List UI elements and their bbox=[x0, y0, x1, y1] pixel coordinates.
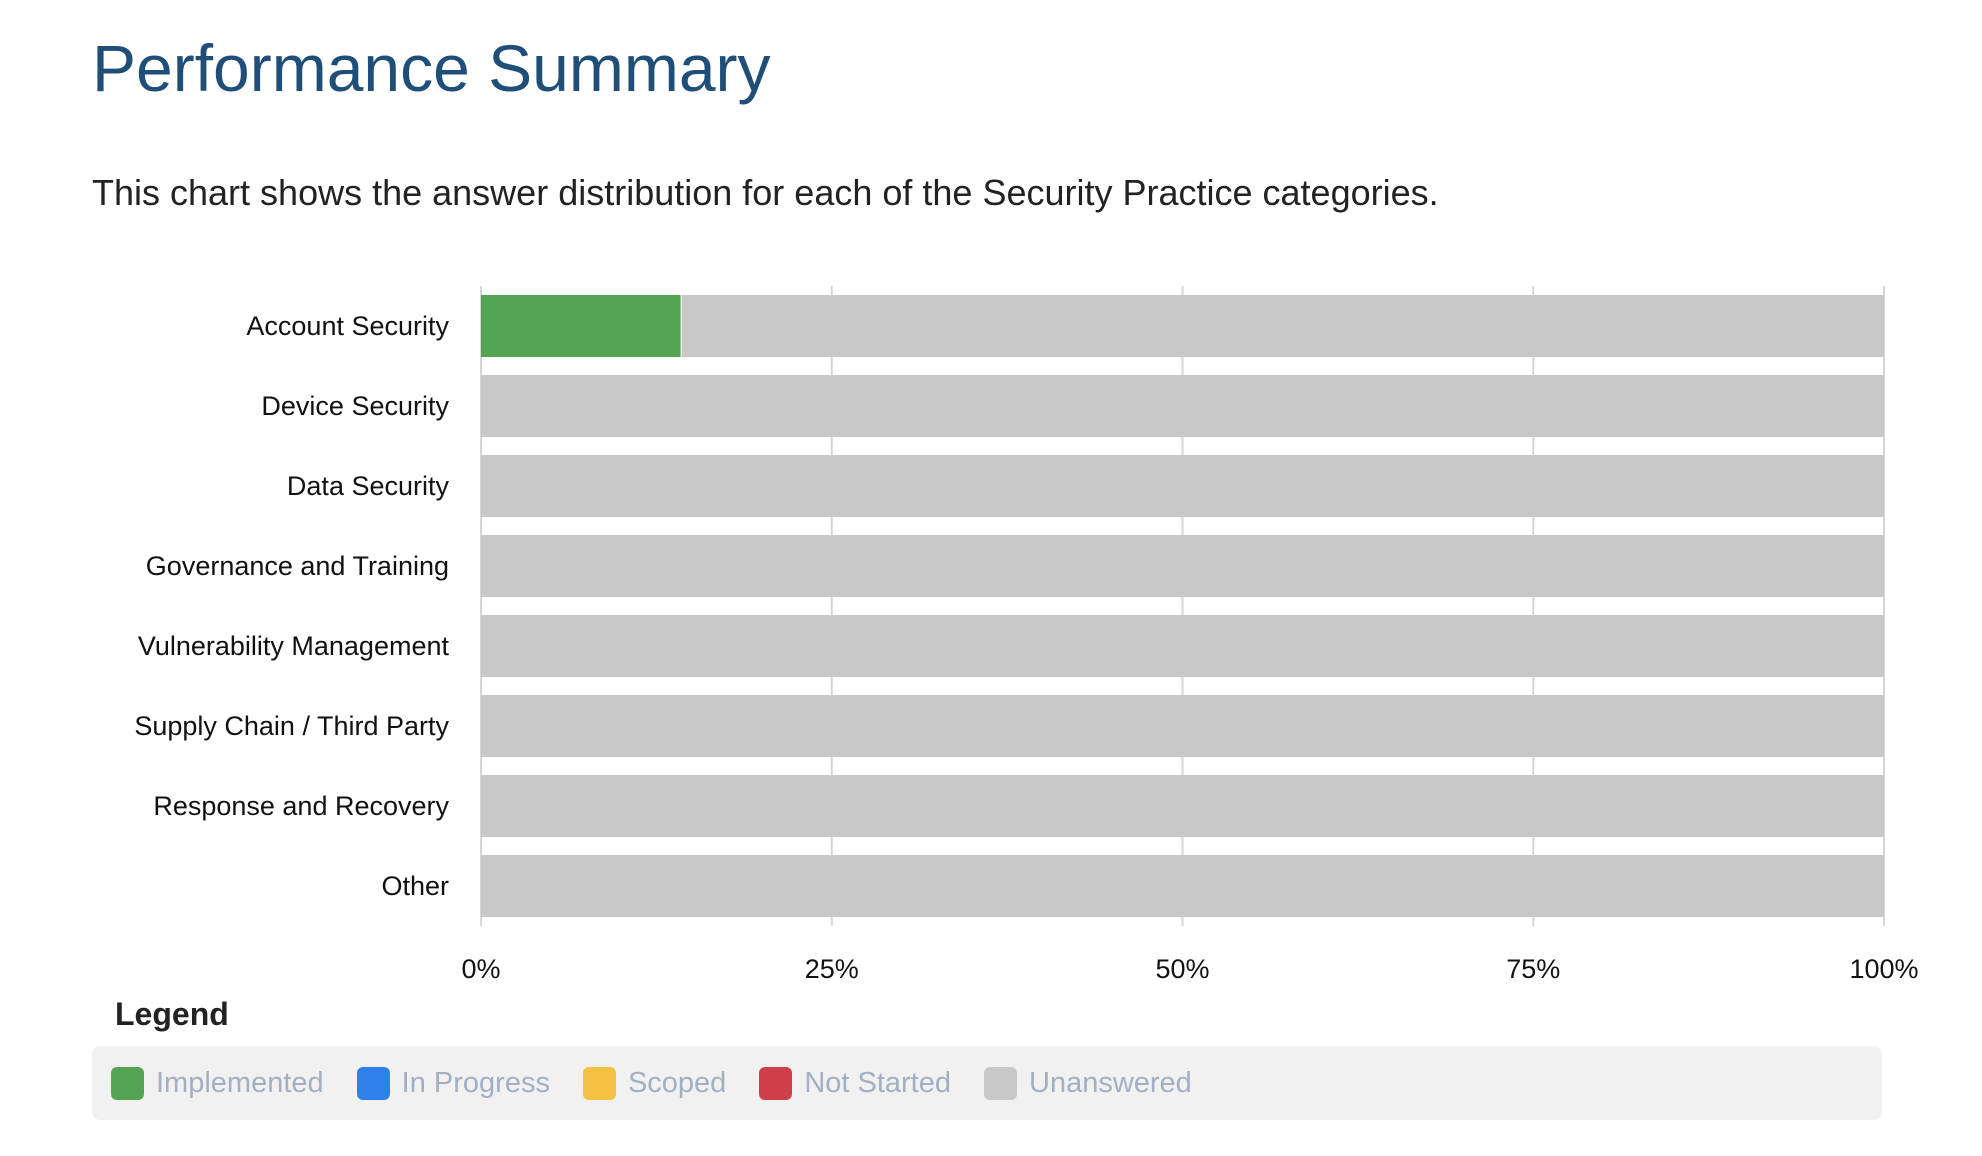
category-label: Device Security bbox=[261, 391, 449, 421]
bar-segment bbox=[481, 375, 1884, 437]
legend-swatch-unanswered bbox=[984, 1066, 1017, 1100]
bar-segment bbox=[481, 295, 682, 357]
category-label: Supply Chain / Third Party bbox=[134, 711, 449, 741]
legend-swatch-in-progress bbox=[356, 1066, 390, 1100]
legend-swatch-not-started bbox=[759, 1066, 793, 1100]
category-label: Governance and Training bbox=[146, 551, 449, 581]
legend-label: In Progress bbox=[401, 1066, 550, 1099]
legend-label: Unanswered bbox=[1029, 1066, 1192, 1099]
legend-title: Legend bbox=[115, 996, 229, 1032]
bar-segment bbox=[681, 295, 1884, 357]
legend-item-scoped[interactable]: Scoped bbox=[582, 1066, 727, 1100]
category-label: Vulnerability Management bbox=[138, 631, 450, 661]
x-tick-label: 0% bbox=[461, 954, 500, 984]
legend-label: Scoped bbox=[627, 1066, 727, 1099]
bar-segment bbox=[481, 615, 1884, 677]
bar-segment bbox=[481, 855, 1884, 917]
x-tick-label: 50% bbox=[1155, 954, 1209, 984]
legend-label: Not Started bbox=[804, 1066, 951, 1099]
legend-swatch-scoped bbox=[582, 1066, 616, 1100]
legend-item-unanswered[interactable]: Unanswered bbox=[984, 1066, 1192, 1100]
legend-item-in-progress[interactable]: In Progress bbox=[356, 1066, 550, 1100]
bar-segment bbox=[481, 535, 1884, 597]
category-label: Response and Recovery bbox=[153, 791, 449, 821]
stacked-bar-chart: 0% 25% 50% 75% 100% Account Security Device Se… bbox=[134, 286, 1919, 984]
category-label: Other bbox=[381, 871, 449, 901]
category-label: Account Security bbox=[246, 311, 449, 341]
category-label: Data Security bbox=[287, 471, 450, 501]
legend-label: Implemented bbox=[156, 1066, 324, 1099]
chart-description: This chart shows the answer distribution… bbox=[92, 172, 1439, 213]
legend-swatch-implemented bbox=[111, 1066, 144, 1100]
legend-item-not-started[interactable]: Not Started bbox=[759, 1066, 951, 1100]
bar-segment bbox=[481, 695, 1884, 757]
legend-item-implemented[interactable]: Implemented bbox=[111, 1066, 324, 1100]
legend: Implemented In Progress Scoped Not Start… bbox=[92, 1046, 1882, 1120]
x-tick-label: 25% bbox=[805, 954, 859, 984]
bar-segment bbox=[481, 455, 1884, 517]
x-tick-label: 75% bbox=[1506, 954, 1560, 984]
page-title: Performance Summary bbox=[92, 31, 771, 105]
bar-segment bbox=[481, 775, 1884, 837]
x-tick-label: 100% bbox=[1849, 954, 1918, 984]
